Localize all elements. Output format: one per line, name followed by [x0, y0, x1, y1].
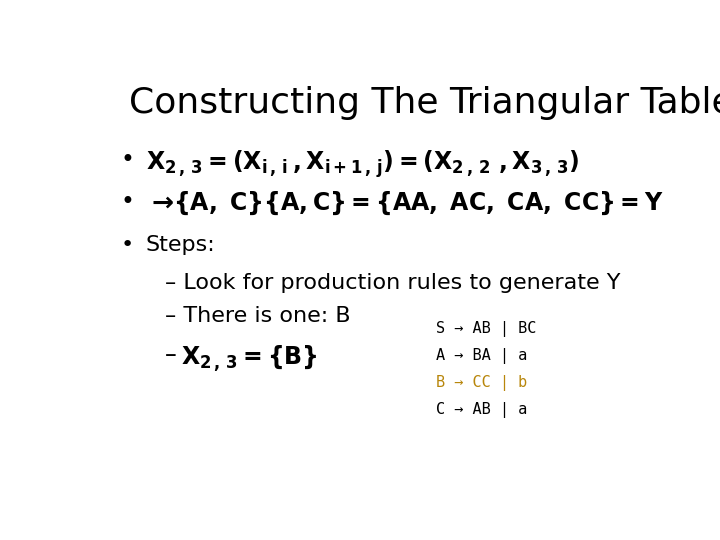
Text: S → AB | BC: S → AB | BC	[436, 321, 536, 336]
Text: A → BA | a: A → BA | a	[436, 348, 527, 363]
Text: •: •	[121, 190, 135, 213]
Text: $\mathbf{X_{2\,,\,3} = \{B\}}$: $\mathbf{X_{2\,,\,3} = \{B\}}$	[181, 343, 318, 374]
Text: C → AB | a: C → AB | a	[436, 402, 527, 417]
Text: $\mathbf{\{A,\ C\}\{A,C\} = \{AA,\ AC,\ CA,\ CC\} = Y}$: $\mathbf{\{A,\ C\}\{A,C\} = \{AA,\ AC,\ …	[173, 190, 663, 217]
Text: –: –	[166, 343, 184, 367]
Text: •: •	[121, 235, 134, 255]
Text: $\mathbf{\rightarrow}$: $\mathbf{\rightarrow}$	[145, 190, 174, 215]
Text: Steps:: Steps:	[145, 235, 215, 255]
Text: Constructing The Triangular Table: Constructing The Triangular Table	[129, 85, 720, 119]
Text: $\mathbf{X_{2\,,\,3} = (X_{i\,,\,i}\,,X_{i+1\,,\,j}) = (X_{2\,,\,2}\ ,X_{3\,,\,3: $\mathbf{X_{2\,,\,3} = (X_{i\,,\,i}\,,X_…	[145, 148, 580, 180]
Text: B → CC | b: B → CC | b	[436, 375, 527, 390]
Text: – There is one: B: – There is one: B	[166, 306, 351, 326]
Text: – Look for production rules to generate Y: – Look for production rules to generate …	[166, 273, 621, 293]
Text: •: •	[121, 148, 135, 172]
